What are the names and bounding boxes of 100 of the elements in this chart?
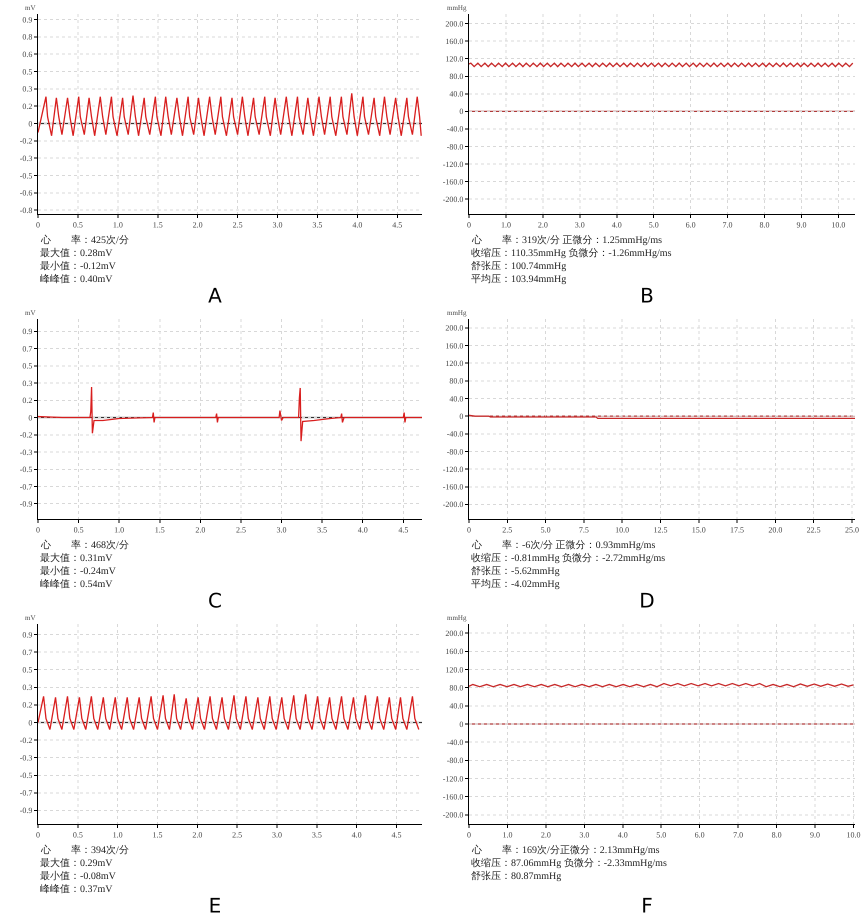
y-tick-label: 40.0 <box>449 394 464 404</box>
x-tick-label: 4.0 <box>352 220 362 230</box>
text: 最小值：-0.24mV <box>40 565 117 577</box>
x-tick-label: 1.5 <box>154 526 165 535</box>
x-tick-label: 4.0 <box>352 830 362 840</box>
x-tick-label: 9.0 <box>796 220 806 230</box>
x-tick-label: 25.0 <box>844 526 859 535</box>
text: B <box>640 283 654 308</box>
x-tick-label: 10.0 <box>615 526 630 535</box>
text: 收缩压：-0.81mmHg 负微分：-2.72mmHg/ms <box>471 552 666 564</box>
y-tick-label: 0.5 <box>22 362 32 371</box>
y-tick-label: 160.0 <box>445 36 464 46</box>
x-tick-label: 1.0 <box>500 220 511 230</box>
y-tick-label: 120.0 <box>445 54 464 64</box>
x-tick-label: 20.0 <box>768 526 782 535</box>
y-tick-label: 0.5 <box>22 67 32 76</box>
x-tick-label: 4.5 <box>392 220 402 230</box>
x-tick-label: 5.0 <box>648 220 659 230</box>
x-tick-label: 6.0 <box>686 220 696 230</box>
y-tick-label: -0.5 <box>20 771 32 780</box>
y-tick-label: -0.3 <box>20 753 32 762</box>
x-tick-label: 0 <box>36 220 40 230</box>
text: 最大值：0.29mV <box>40 857 114 869</box>
y-tick-label: 0.3 <box>22 683 32 692</box>
y-tick-label: -0.9 <box>20 806 32 816</box>
text: 峰峰值：0.40mV <box>40 273 114 285</box>
y-tick-label: 120.0 <box>445 665 464 674</box>
x-tick-label: 1.5 <box>152 830 162 840</box>
y-tick-label: 0.3 <box>22 378 32 388</box>
y-tick-label: -200.0 <box>442 810 464 820</box>
x-tick-label: 0 <box>467 526 471 535</box>
y-tick-label: -0.2 <box>20 136 32 146</box>
x-tick-label: 3.0 <box>272 220 282 230</box>
text: 平均压：103.94mmHg <box>471 273 566 285</box>
x-tick-label: 10.0 <box>846 830 860 840</box>
y-tick-label: -0.3 <box>20 154 32 163</box>
text: 最大值：0.28mV <box>40 247 114 259</box>
y-tick-label: -200.0 <box>442 194 464 204</box>
y-tick-label: 200.0 <box>445 324 464 333</box>
y-tick-label: 200.0 <box>445 628 464 638</box>
x-tick-label: 0 <box>467 220 471 230</box>
y-tick-label: -80.0 <box>446 447 464 456</box>
y-tick-label: -0.5 <box>20 465 32 474</box>
y-tick-label: 200.0 <box>445 19 464 28</box>
y-tick-label: 0.2 <box>22 396 32 406</box>
x-tick-label: 4.0 <box>612 220 622 230</box>
y-tick-label: 40.0 <box>449 702 464 711</box>
text: 收缩压：110.35mmHg 负微分：-1.26mmHg/ms <box>471 247 672 259</box>
x-tick-label: 3.0 <box>276 526 287 535</box>
y-tick-label: 0.7 <box>22 344 32 354</box>
y-tick-label: 0 <box>28 119 32 128</box>
x-tick-label: 9.0 <box>810 830 820 840</box>
x-tick-label: 17.5 <box>730 526 744 535</box>
y-tick-label: 0.2 <box>22 700 32 710</box>
y-tick-label: -80.0 <box>446 142 464 152</box>
x-tick-label: 7.0 <box>733 830 744 840</box>
y-tick-label: 0.6 <box>22 50 32 60</box>
x-tick-label: 3.5 <box>312 830 322 840</box>
text: 峰峰值：0.54mV <box>40 578 114 590</box>
x-tick-label: 2.0 <box>538 220 548 230</box>
y-tick-label: -0.2 <box>20 430 32 440</box>
text: 最小值：-0.08mV <box>40 870 117 882</box>
y-tick-label: 0.9 <box>22 630 32 640</box>
x-tick-label: 8.0 <box>760 220 770 230</box>
y-tick-label: -0.2 <box>20 736 32 745</box>
y-tick-label: -120.0 <box>442 464 464 474</box>
y-tick-label: -160.0 <box>442 482 464 492</box>
y-tick-label: -0.8 <box>20 206 32 215</box>
y-tick-label: 160.0 <box>445 647 464 656</box>
x-tick-label: 3.5 <box>317 526 328 535</box>
y-tick-label: -0.7 <box>20 482 32 492</box>
x-tick-label: 2.5 <box>502 526 512 535</box>
x-tick-label: 1.0 <box>114 526 124 535</box>
x-tick-label: 7.0 <box>722 220 733 230</box>
y-tick-label: -0.7 <box>20 788 32 798</box>
text: 最大值：0.31mV <box>40 552 114 564</box>
y-tick-label: -0.6 <box>20 188 32 198</box>
text: A <box>208 283 222 308</box>
text: 舒张压：-5.62mmHg <box>471 565 560 577</box>
y-tick-label: -80.0 <box>446 756 464 766</box>
x-tick-label: 1.5 <box>152 220 163 230</box>
y-tick-label: -40.0 <box>446 738 464 747</box>
y-tick-label: 0 <box>28 413 32 422</box>
x-tick-label: 22.5 <box>806 526 821 535</box>
y-tick-label: 0.2 <box>22 102 32 111</box>
text: 峰峰值：0.37mV <box>40 883 114 895</box>
x-tick-label: 1.0 <box>112 830 123 840</box>
text: 心 率：319次/分 正微分：1.25mmHg/ms <box>471 234 662 246</box>
x-tick-label: 5.0 <box>656 830 666 840</box>
x-tick-label: 0 <box>36 526 40 535</box>
x-tick-label: 2.5 <box>236 526 246 535</box>
x-tick-label: 2.0 <box>192 830 202 840</box>
y-tick-label: 0.3 <box>22 84 32 94</box>
y-tick-label: 80.0 <box>449 376 464 386</box>
x-tick-label: 12.5 <box>653 526 668 535</box>
text: 心 率：169次/分正微分：2.13mmHg/ms <box>471 844 660 856</box>
y-tick-label: 0 <box>28 718 32 728</box>
x-tick-label: 3.0 <box>272 830 282 840</box>
x-tick-label: 5.0 <box>540 526 551 535</box>
text: 心 率：394次/分 <box>40 844 129 856</box>
